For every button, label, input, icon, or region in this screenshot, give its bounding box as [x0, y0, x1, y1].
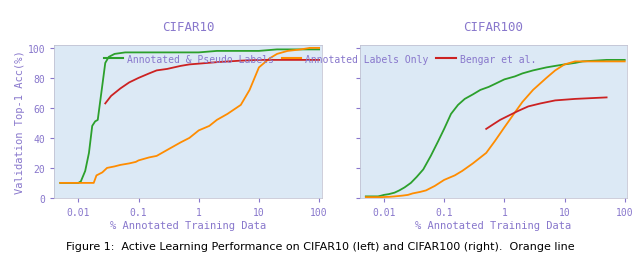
X-axis label: % Annotated Training Data: % Annotated Training Data — [415, 220, 572, 230]
Legend: Annotated & Pseudo Labels, Annotated Labels Only, Bengar et al.: Annotated & Pseudo Labels, Annotated Lab… — [100, 51, 540, 68]
Text: CIFAR10: CIFAR10 — [162, 21, 214, 34]
X-axis label: % Annotated Training Data: % Annotated Training Data — [110, 220, 266, 230]
Text: Figure 1:  Active Learning Performance on CIFAR10 (left) and CIFAR100 (right).  : Figure 1: Active Learning Performance on… — [66, 242, 574, 251]
Text: CIFAR100: CIFAR100 — [463, 21, 524, 34]
Y-axis label: Validation Top-1 Acc(%): Validation Top-1 Acc(%) — [15, 50, 25, 194]
